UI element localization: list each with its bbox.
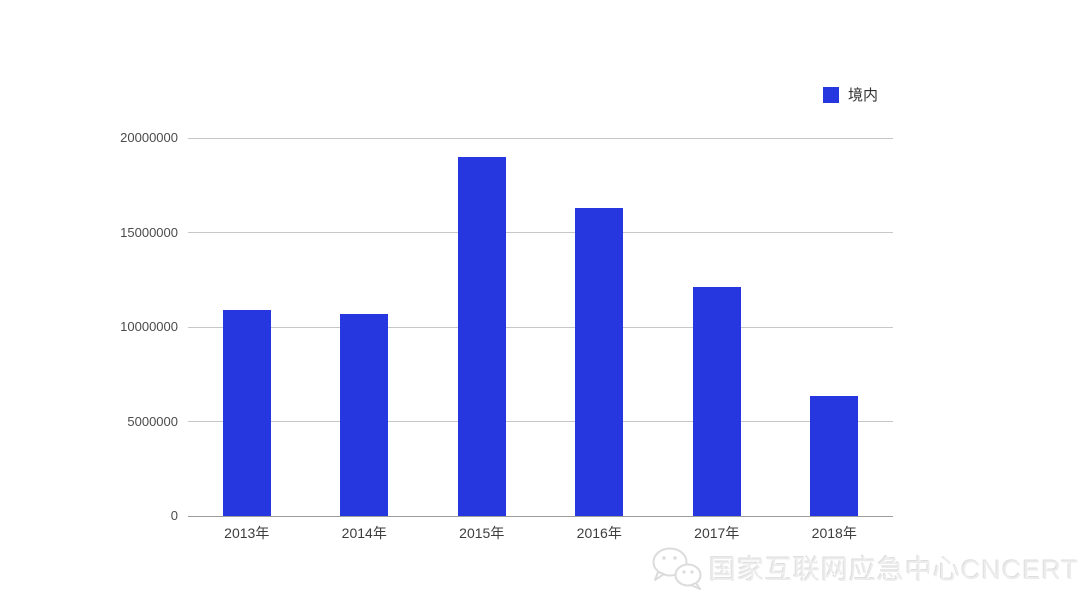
x-tick-label: 2017年: [694, 525, 740, 541]
y-tick-label: 15000000: [120, 224, 178, 240]
bar-2013年: [222, 309, 271, 516]
legend-swatch: [823, 86, 839, 103]
y-tick-label: 20000000: [120, 130, 178, 145]
bar-2014年: [340, 313, 389, 516]
gridline: [188, 137, 893, 139]
bar-2015年: [457, 156, 506, 516]
bar-2016年: [575, 207, 624, 516]
legend-label: 境内: [848, 87, 879, 104]
x-tick-label: 2016年: [576, 525, 622, 541]
wechat-icon: [652, 547, 702, 590]
x-tick-label: 2015年: [459, 525, 505, 541]
watermark-text: 国家互联网应急中心CNCERT: [709, 554, 1080, 585]
bar-2018年: [810, 395, 859, 516]
gridline: [188, 232, 893, 233]
x-tick-label: 2013年: [224, 525, 270, 541]
bar-2017年: [692, 287, 741, 516]
x-axis-line: [188, 515, 893, 517]
x-tick-label: 2018年: [811, 525, 857, 541]
y-tick-label: 5000000: [127, 413, 178, 429]
watermark: 国家互联网应急中心CNCERT: [648, 544, 1079, 590]
y-tick-label: 10000000: [120, 319, 178, 334]
gridline: [188, 326, 893, 328]
gridline: [188, 421, 893, 422]
legend: 境内: [823, 84, 878, 105]
x-tick-label: 2014年: [341, 525, 387, 541]
y-tick-label: 0: [170, 508, 178, 523]
